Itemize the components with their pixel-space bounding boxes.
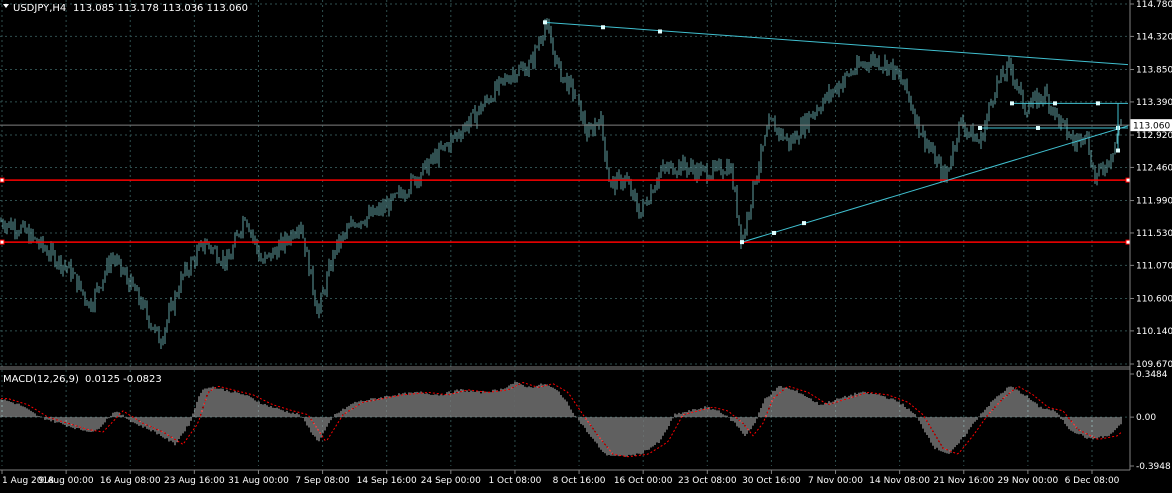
price-tick-label: 110.140 — [1136, 327, 1172, 337]
trendline-anchor-handle[interactable] — [1116, 148, 1120, 153]
price-tick-label: 112.920 — [1136, 131, 1172, 141]
trendline-anchor-handle[interactable] — [1053, 101, 1057, 106]
trendline[interactable] — [741, 125, 1129, 243]
time-tick-label: 23 Oct 08:00 — [678, 476, 737, 486]
time-tick-label: 14 Sep 16:00 — [357, 476, 417, 486]
time-tick-label: 21 Nov 16:00 — [933, 476, 994, 486]
macd-label: MACD(12,26,9) — [3, 374, 79, 385]
line-anchor-handle[interactable] — [0, 177, 5, 183]
price-tick-label: 113.390 — [1136, 98, 1172, 108]
price-tick-label: 113.850 — [1136, 66, 1172, 76]
time-tick-label: 16 Oct 00:00 — [614, 476, 673, 486]
macd-signal-line — [1, 381, 1122, 458]
dropdown-triangle-icon[interactable] — [3, 4, 9, 8]
time-tick-label: 7 Nov 00:00 — [808, 476, 863, 486]
trendline-anchor-handle[interactable] — [1096, 101, 1100, 106]
time-tick-label: 30 Oct 16:00 — [742, 476, 801, 486]
current-price-label: 113.060 — [1133, 122, 1170, 132]
trendline[interactable] — [544, 21, 1129, 66]
macd-tick-label: 0.3484 — [1136, 370, 1168, 380]
price-tick-label: 111.530 — [1136, 229, 1172, 239]
trendline-anchor-handle[interactable] — [978, 125, 982, 130]
price-tick-label: 111.070 — [1136, 261, 1172, 271]
trendline-anchor-handle[interactable] — [772, 230, 776, 235]
price-tick-label: 109.670 — [1136, 360, 1172, 370]
current-price-tag — [1130, 119, 1172, 132]
time-tick-label: 1 Oct 08:00 — [488, 476, 541, 486]
time-tick-label: 14 Nov 08:00 — [869, 476, 930, 486]
time-tick-label: 23 Aug 16:00 — [164, 476, 225, 486]
price-tick-label: 111.990 — [1136, 197, 1172, 207]
time-tick-label: 29 Nov 00:00 — [998, 476, 1059, 486]
line-anchor-handle[interactable] — [1125, 177, 1131, 183]
time-tick-label: 1 Aug 2018 — [2, 476, 54, 486]
trendline-anchor-handle[interactable] — [1036, 125, 1040, 130]
line-anchor-handle[interactable] — [0, 239, 5, 245]
time-tick-label: 31 Aug 00:00 — [228, 476, 289, 486]
time-tick-label: 8 Oct 16:00 — [553, 476, 606, 486]
time-tick-label: 24 Sep 00:00 — [421, 476, 481, 486]
trendline-anchor-handle[interactable] — [543, 20, 547, 25]
trendline-anchor-handle[interactable] — [740, 240, 744, 245]
macd-tick-label: 0.00 — [1136, 413, 1156, 423]
time-tick-label: 9 Aug 00:00 — [39, 476, 94, 486]
macd-tick-label: -0.3948 — [1136, 462, 1171, 472]
trendline-anchor-handle[interactable] — [658, 29, 662, 34]
time-tick-label: 16 Aug 08:00 — [100, 476, 161, 486]
trendline-anchor-handle[interactable] — [601, 25, 605, 30]
line-anchor-handle[interactable] — [1125, 239, 1131, 245]
time-tick-label: 6 Dec 08:00 — [1065, 476, 1120, 486]
symbol-label: USDJPY,H4 — [13, 3, 66, 14]
price-tick-label: 114.320 — [1136, 32, 1172, 42]
trendline-anchor-handle[interactable] — [802, 221, 806, 226]
macd-values: 0.0125 -0.0823 — [85, 374, 162, 385]
time-tick-label: 7 Sep 08:00 — [295, 476, 350, 486]
price-tick-label: 110.600 — [1136, 294, 1172, 304]
trendline-anchor-handle[interactable] — [1010, 101, 1014, 106]
price-tick-label: 114.780 — [1136, 0, 1172, 10]
ohlc-values: 113.085 113.178 113.036 113.060 — [73, 3, 248, 14]
price-tick-label: 112.460 — [1136, 163, 1172, 173]
